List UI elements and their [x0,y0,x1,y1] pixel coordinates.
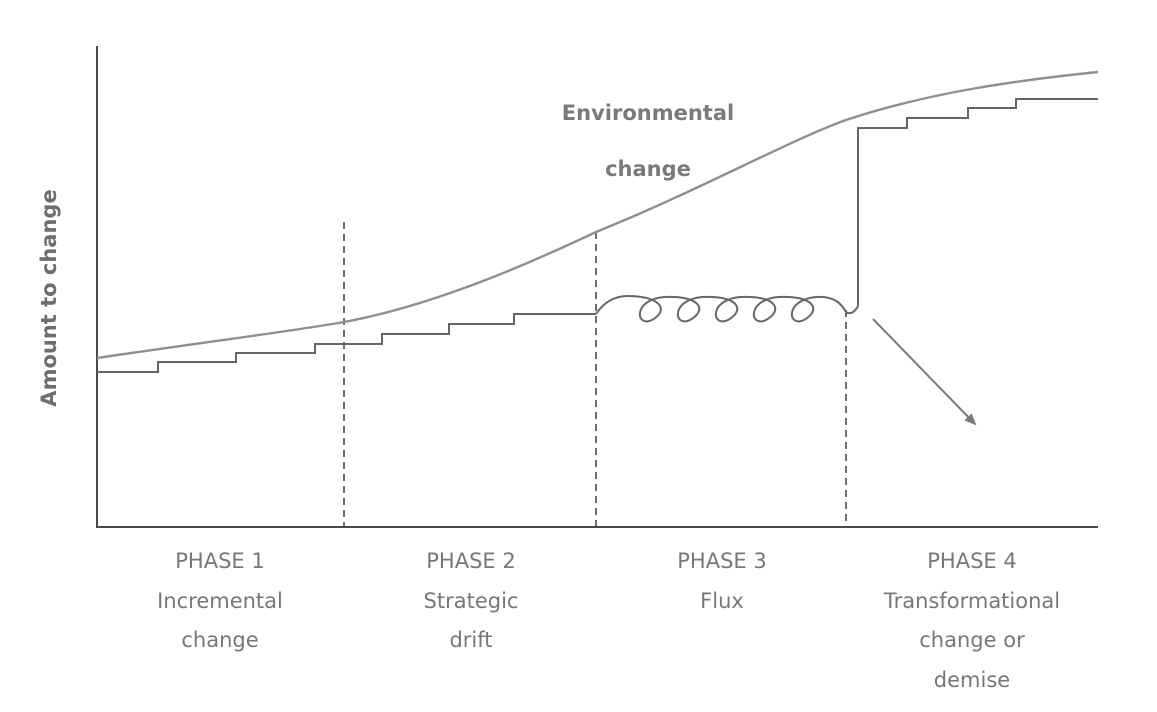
phase-4-line-2: change or [919,628,1025,652]
phase-2-label: PHASE 2 Strategic drift [424,549,519,652]
phase-3-title: PHASE 3 [677,549,766,573]
phase-4-label: PHASE 4 Transformational change or demis… [883,549,1060,692]
strategic-change-steps [97,313,596,373]
phase-1-label: PHASE 1 Incremental change [157,549,283,652]
environmental-change-curve [96,70,1099,360]
phase-4-line-1: Transformational [883,589,1060,613]
phase-2-line-1: Strategic [424,589,519,613]
phase-4-title: PHASE 4 [927,549,1016,573]
phase-3-line-1: Flux [700,589,744,613]
phase-1-line-2: change [181,628,258,652]
phase-2-line-2: drift [449,628,492,652]
environmental-change-label-line1: Environmental [562,101,734,125]
phase-3-label: PHASE 3 Flux [677,549,766,613]
flux-loops [595,294,859,323]
phase-2-title: PHASE 2 [426,549,515,573]
phase-1-line-1: Incremental [157,589,283,613]
phase-1-title: PHASE 1 [175,549,264,573]
demise-arrow [872,318,977,426]
y-axis-label: Amount to change [37,189,61,406]
environmental-change-label-line2: change [605,157,691,181]
transformational-change-steps [857,98,1098,306]
phase-4-line-3: demise [934,668,1010,692]
